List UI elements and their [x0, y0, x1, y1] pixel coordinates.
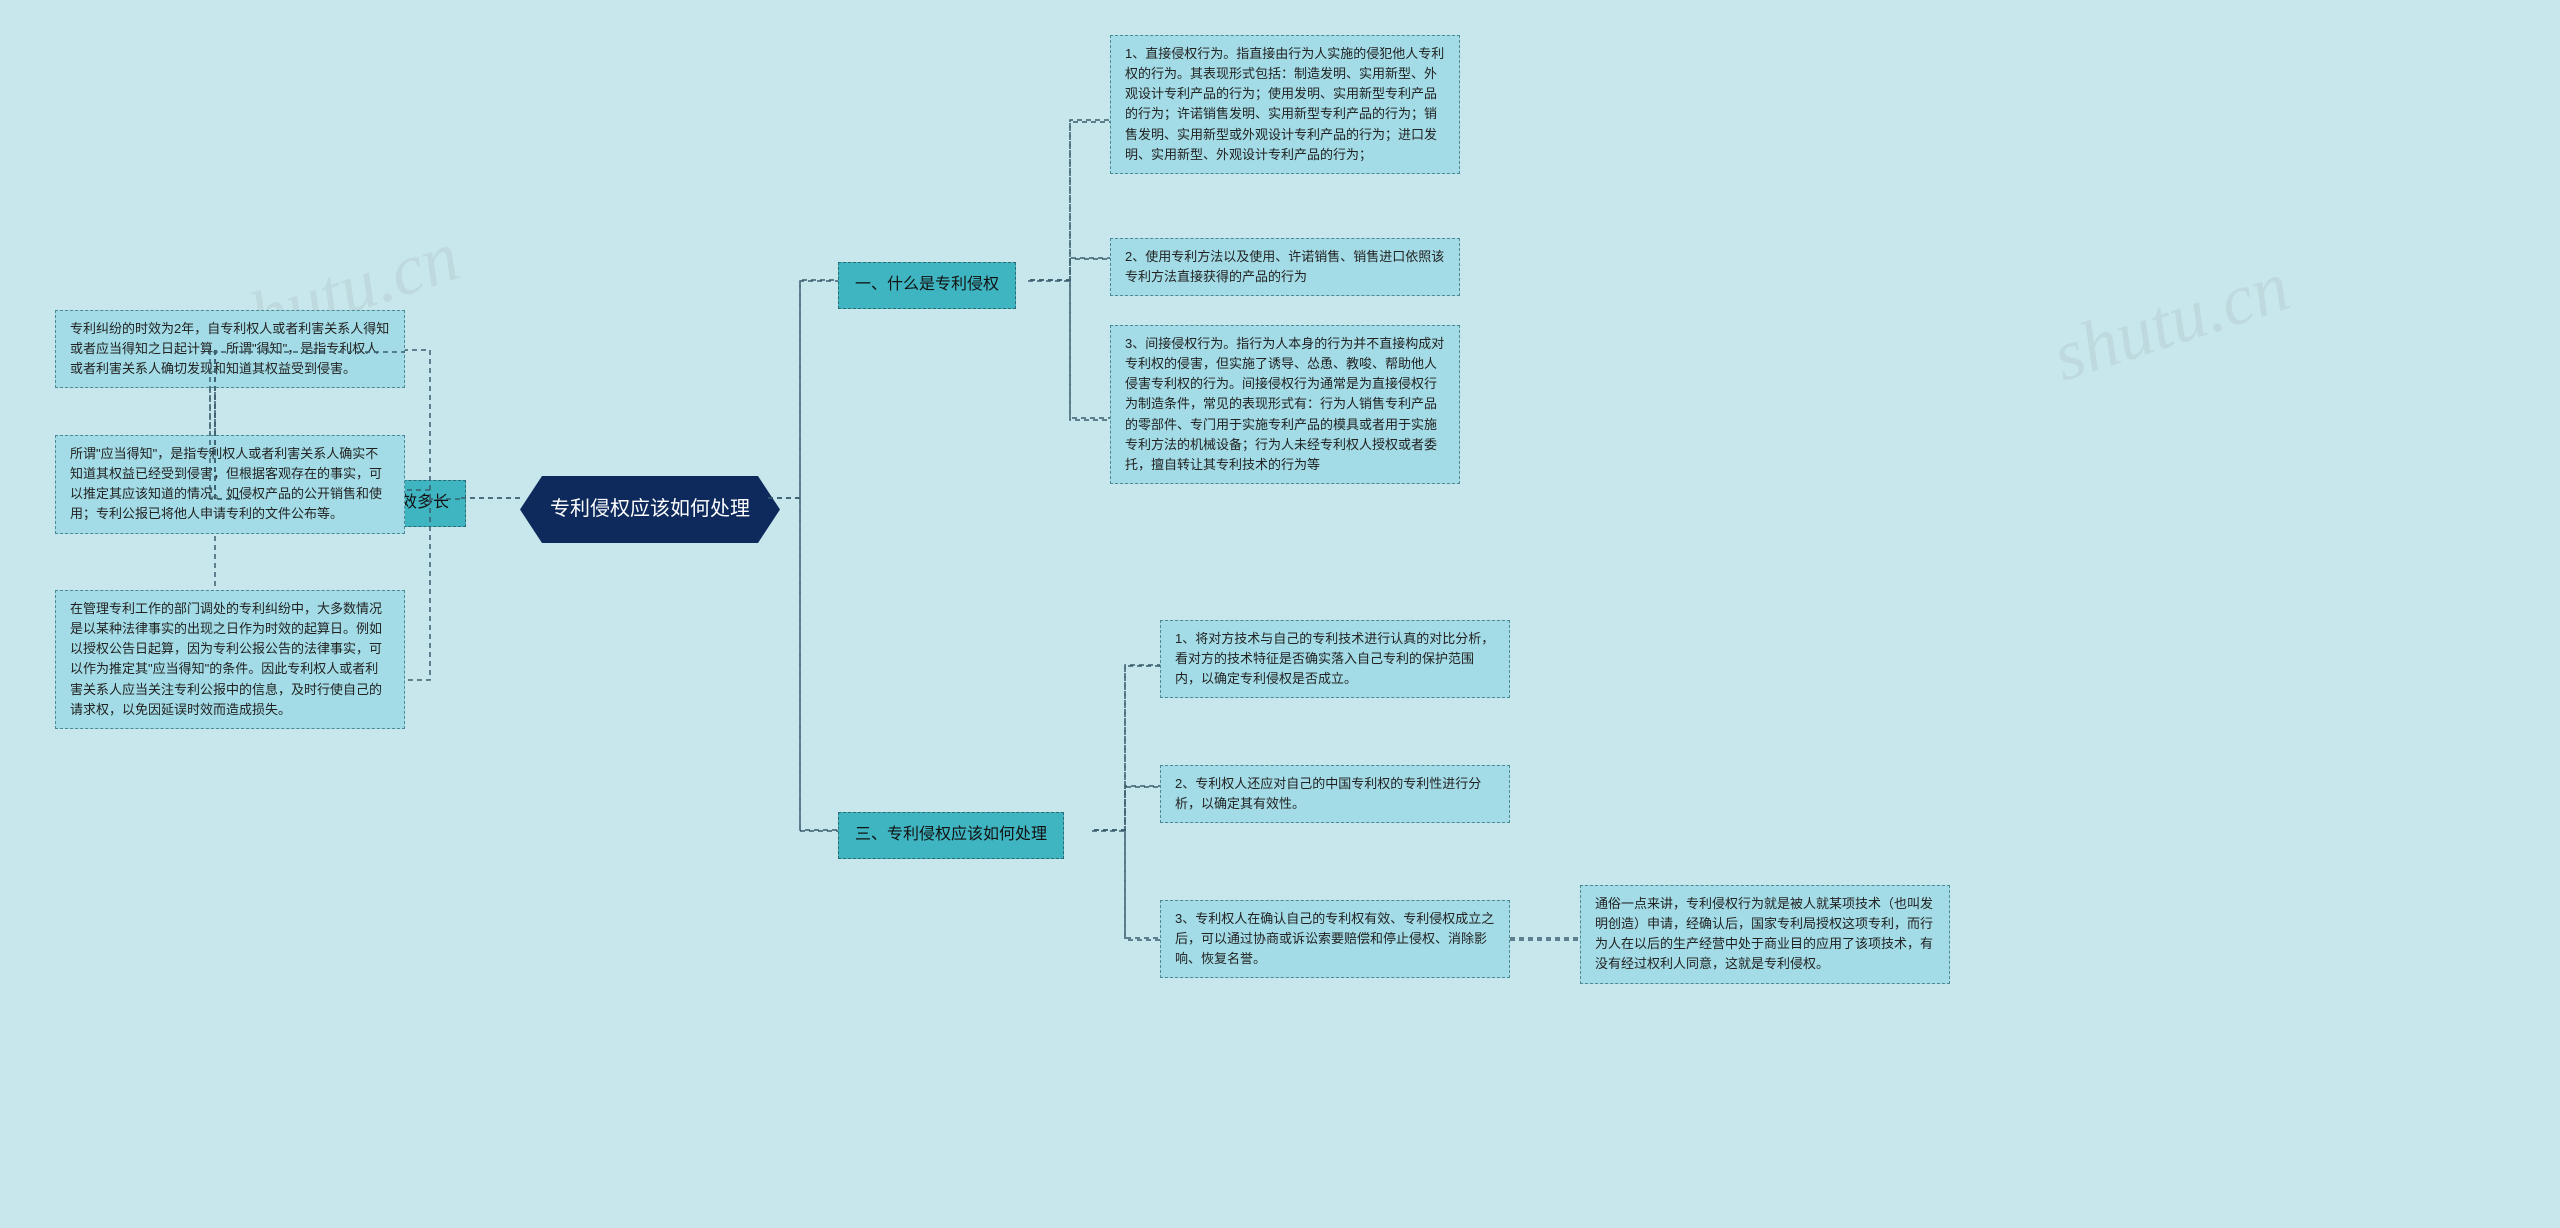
watermark-right: shutu.cn — [2043, 245, 2299, 399]
branch-3-extra: 通俗一点来讲，专利侵权行为就是被人就某项技术（也叫发明创造）申请，经确认后，国家… — [1580, 885, 1950, 984]
center-node: 专利侵权应该如何处理 — [520, 476, 780, 543]
branch-3-leaf-3: 3、专利权人在确认自己的专利权有效、专利侵权成立之后，可以通过协商或诉讼索要赔偿… — [1160, 900, 1510, 978]
branch-1-label: 一、什么是专利侵权 — [855, 276, 999, 293]
branch-2-leaf-2: 所谓"应当得知"，是指专利权人或者利害关系人确实不知道其权益已经受到侵害，但根据… — [55, 435, 405, 534]
branch-1-leaf-3: 3、间接侵权行为。指行为人本身的行为并不直接构成对专利权的侵害，但实施了诱导、怂… — [1110, 325, 1460, 484]
branch-2-leaf-3: 在管理专利工作的部门调处的专利纠纷中，大多数情况是以某种法律事实的出现之日作为时… — [55, 590, 405, 729]
branch-3-leaf-2: 2、专利权人还应对自己的中国专利权的专利性进行分析，以确定其有效性。 — [1160, 765, 1510, 823]
branch-1: 一、什么是专利侵权 — [838, 262, 1016, 309]
branch-3-leaf-1: 1、将对方技术与自己的专利技术进行认真的对比分析，看对方的技术特征是否确实落入自… — [1160, 620, 1510, 698]
branch-2-leaf-1: 专利纠纷的时效为2年，自专利权人或者利害关系人得知或者应当得知之日起计算。所谓"… — [55, 310, 405, 388]
center-title: 专利侵权应该如何处理 — [550, 498, 750, 520]
branch-3: 三、专利侵权应该如何处理 — [838, 812, 1064, 859]
branch-1-leaf-1: 1、直接侵权行为。指直接由行为人实施的侵犯他人专利权的行为。其表现形式包括：制造… — [1110, 35, 1460, 174]
branch-1-leaf-2: 2、使用专利方法以及使用、许诺销售、销售进口依照该专利方法直接获得的产品的行为 — [1110, 238, 1460, 296]
branch-3-label: 三、专利侵权应该如何处理 — [855, 826, 1047, 843]
